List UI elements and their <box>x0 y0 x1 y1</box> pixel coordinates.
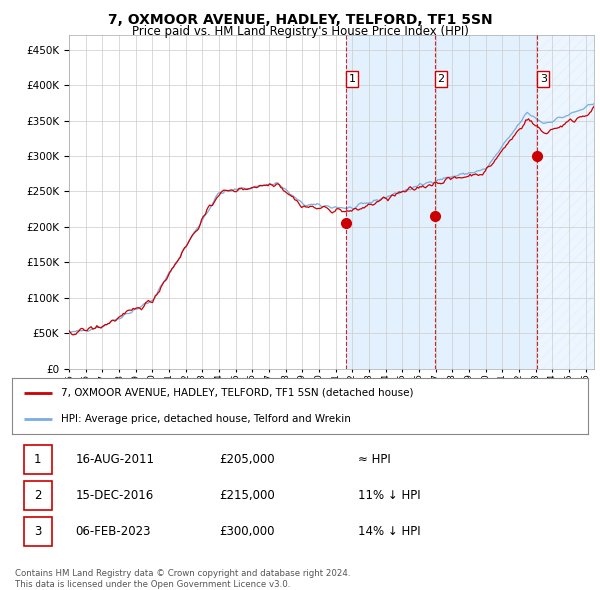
Text: £205,000: £205,000 <box>220 453 275 466</box>
Text: 7, OXMOOR AVENUE, HADLEY, TELFORD, TF1 5SN: 7, OXMOOR AVENUE, HADLEY, TELFORD, TF1 5… <box>107 13 493 27</box>
Text: 2: 2 <box>437 74 445 84</box>
Text: 16-AUG-2011: 16-AUG-2011 <box>76 453 154 466</box>
Text: 2: 2 <box>34 489 41 502</box>
Text: 14% ↓ HPI: 14% ↓ HPI <box>358 525 420 538</box>
FancyBboxPatch shape <box>23 445 52 474</box>
Text: Contains HM Land Registry data © Crown copyright and database right 2024.
This d: Contains HM Land Registry data © Crown c… <box>15 569 350 589</box>
Text: £215,000: £215,000 <box>220 489 275 502</box>
Text: HPI: Average price, detached house, Telford and Wrekin: HPI: Average price, detached house, Telf… <box>61 414 351 424</box>
Text: 3: 3 <box>34 525 41 538</box>
Text: 15-DEC-2016: 15-DEC-2016 <box>76 489 154 502</box>
Text: 11% ↓ HPI: 11% ↓ HPI <box>358 489 420 502</box>
Bar <box>346 35 537 369</box>
Text: £300,000: £300,000 <box>220 525 275 538</box>
Text: 1: 1 <box>34 453 41 466</box>
Text: 1: 1 <box>349 74 356 84</box>
FancyBboxPatch shape <box>23 481 52 510</box>
Text: Price paid vs. HM Land Registry's House Price Index (HPI): Price paid vs. HM Land Registry's House … <box>131 25 469 38</box>
Text: 06-FEB-2023: 06-FEB-2023 <box>76 525 151 538</box>
FancyBboxPatch shape <box>23 517 52 546</box>
Bar <box>537 35 594 369</box>
Text: ≈ HPI: ≈ HPI <box>358 453 391 466</box>
Text: 3: 3 <box>540 74 547 84</box>
Text: 7, OXMOOR AVENUE, HADLEY, TELFORD, TF1 5SN (detached house): 7, OXMOOR AVENUE, HADLEY, TELFORD, TF1 5… <box>61 388 413 398</box>
